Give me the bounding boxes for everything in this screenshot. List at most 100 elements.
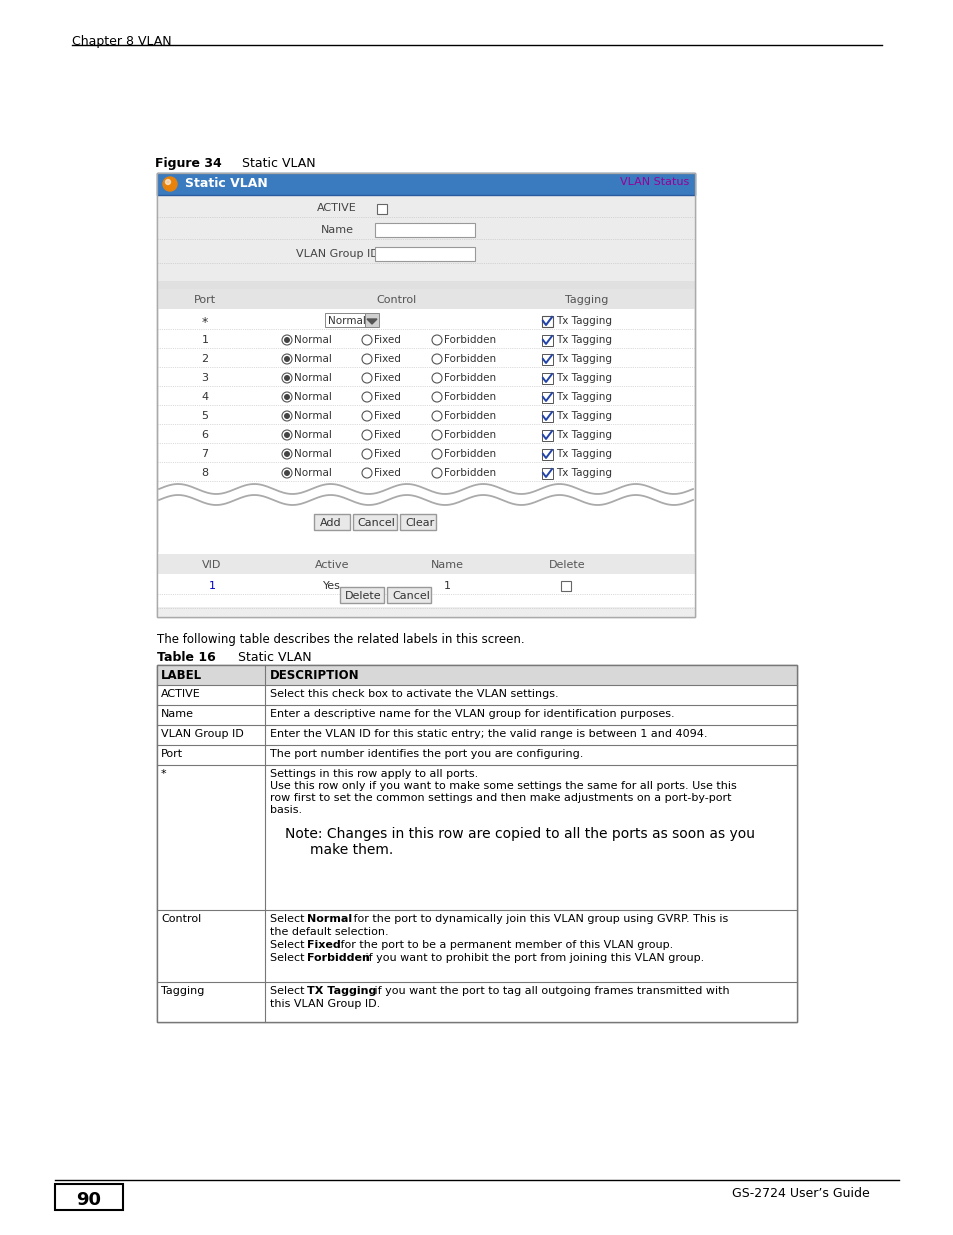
- Circle shape: [282, 391, 292, 403]
- Text: Clear: Clear: [405, 517, 434, 529]
- Text: row first to set the common settings and then make adjustments on a port-by-port: row first to set the common settings and…: [270, 793, 731, 803]
- Text: Tx Tagging: Tx Tagging: [556, 411, 612, 421]
- Text: 1: 1: [201, 335, 209, 345]
- Text: make them.: make them.: [310, 844, 393, 857]
- Text: basis.: basis.: [270, 805, 302, 815]
- Bar: [375, 247, 475, 261]
- Bar: [541, 450, 553, 459]
- Polygon shape: [367, 319, 376, 324]
- Circle shape: [282, 373, 292, 383]
- Text: Note: Changes in this row are copied to all the ports as soon as you: Note: Changes in this row are copied to …: [285, 827, 754, 841]
- Text: 7: 7: [201, 450, 209, 459]
- Text: Static VLAN: Static VLAN: [185, 177, 268, 190]
- Text: Normal: Normal: [294, 411, 332, 421]
- Bar: [541, 354, 553, 366]
- Text: Fixed: Fixed: [374, 354, 400, 364]
- Bar: [157, 195, 695, 282]
- Bar: [157, 705, 796, 725]
- Circle shape: [284, 412, 290, 419]
- Text: Static VLAN: Static VLAN: [230, 157, 315, 170]
- Circle shape: [284, 451, 290, 457]
- Text: Figure 34: Figure 34: [154, 157, 221, 170]
- Circle shape: [282, 335, 292, 345]
- Bar: [387, 587, 431, 603]
- Text: LABEL: LABEL: [161, 669, 202, 682]
- Text: for the port to be a permanent member of this VLAN group.: for the port to be a permanent member of…: [336, 940, 673, 950]
- Text: Active: Active: [314, 559, 349, 571]
- Text: Control: Control: [161, 914, 201, 924]
- Bar: [314, 514, 350, 530]
- Text: Static VLAN: Static VLAN: [230, 651, 312, 664]
- Text: Tagging: Tagging: [565, 295, 608, 305]
- Text: Forbidden: Forbidden: [443, 430, 496, 440]
- Circle shape: [284, 471, 290, 475]
- Text: Tx Tagging: Tx Tagging: [556, 354, 612, 364]
- Bar: [157, 982, 796, 1023]
- Text: Tx Tagging: Tx Tagging: [556, 335, 612, 345]
- Bar: [541, 468, 553, 479]
- Circle shape: [432, 391, 441, 403]
- Text: Forbidden: Forbidden: [443, 335, 496, 345]
- Bar: [541, 316, 553, 327]
- Circle shape: [361, 430, 372, 440]
- Circle shape: [432, 411, 441, 421]
- Text: 90: 90: [76, 1191, 101, 1209]
- Bar: [157, 552, 695, 618]
- Text: Forbidden: Forbidden: [443, 468, 496, 478]
- Bar: [157, 664, 796, 685]
- Text: the default selection.: the default selection.: [270, 927, 388, 937]
- Text: Tx Tagging: Tx Tagging: [556, 430, 612, 440]
- Bar: [541, 411, 553, 422]
- Text: Name: Name: [320, 225, 354, 235]
- Bar: [55, 1184, 123, 1210]
- Text: Name: Name: [161, 709, 193, 719]
- Bar: [365, 312, 378, 327]
- Text: Select: Select: [270, 986, 308, 995]
- Text: Fixed: Fixed: [374, 450, 400, 459]
- Circle shape: [361, 373, 372, 383]
- Circle shape: [432, 468, 441, 478]
- Circle shape: [282, 450, 292, 459]
- Text: Normal: Normal: [294, 450, 332, 459]
- Text: Forbidden: Forbidden: [443, 354, 496, 364]
- Text: ACTIVE: ACTIVE: [316, 203, 356, 212]
- Circle shape: [282, 430, 292, 440]
- Bar: [157, 282, 695, 289]
- Bar: [399, 514, 436, 530]
- Text: Normal: Normal: [294, 335, 332, 345]
- Text: VLAN Group ID: VLAN Group ID: [295, 249, 378, 259]
- Bar: [157, 664, 796, 1023]
- Bar: [157, 173, 695, 618]
- Circle shape: [361, 411, 372, 421]
- Circle shape: [432, 335, 441, 345]
- Text: VLAN Status: VLAN Status: [619, 177, 688, 186]
- Bar: [541, 373, 553, 384]
- Text: 6: 6: [201, 430, 209, 440]
- Circle shape: [361, 450, 372, 459]
- Text: Name: Name: [430, 559, 463, 571]
- Text: Tx Tagging: Tx Tagging: [556, 373, 612, 383]
- Circle shape: [361, 468, 372, 478]
- Text: Fixed: Fixed: [374, 411, 400, 421]
- Bar: [541, 430, 553, 441]
- Bar: [157, 910, 796, 982]
- Text: The port number identifies the port you are configuring.: The port number identifies the port you …: [270, 748, 583, 760]
- Text: 1: 1: [443, 580, 450, 592]
- Circle shape: [163, 177, 177, 191]
- Bar: [157, 555, 695, 574]
- Text: Tx Tagging: Tx Tagging: [556, 450, 612, 459]
- Text: Fixed: Fixed: [374, 373, 400, 383]
- Text: Select: Select: [270, 953, 308, 963]
- Text: 3: 3: [201, 373, 209, 383]
- Text: Add: Add: [319, 517, 341, 529]
- Text: 4: 4: [201, 391, 209, 403]
- Bar: [376, 204, 387, 214]
- Text: Enter the VLAN ID for this static entry; the valid range is between 1 and 4094.: Enter the VLAN ID for this static entry;…: [270, 729, 707, 739]
- Text: Forbidden: Forbidden: [307, 953, 370, 963]
- Text: *: *: [161, 769, 167, 779]
- Bar: [157, 685, 796, 705]
- Text: ACTIVE: ACTIVE: [161, 689, 200, 699]
- Text: Chapter 8 VLAN: Chapter 8 VLAN: [71, 35, 172, 48]
- Text: 2: 2: [201, 354, 209, 364]
- Text: Select: Select: [270, 940, 308, 950]
